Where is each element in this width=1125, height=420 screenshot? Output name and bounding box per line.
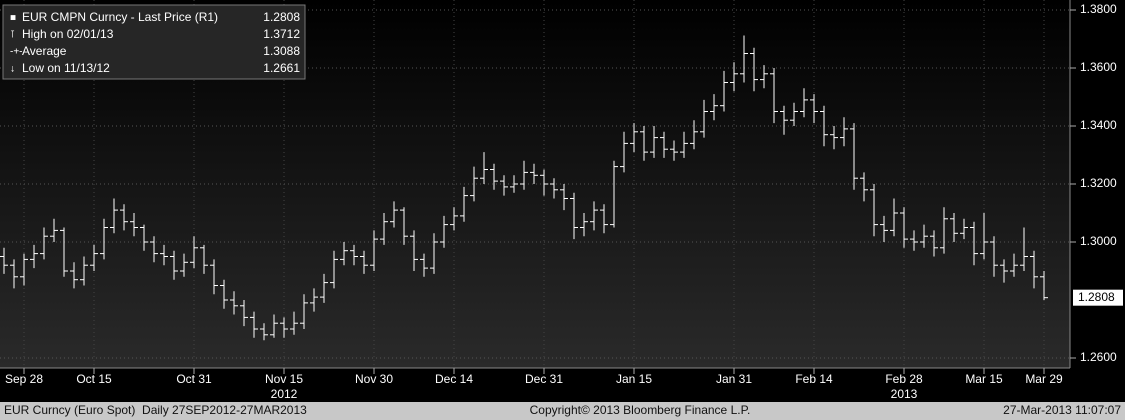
x-axis-panel (0, 368, 1125, 402)
x-tick-label: Sep 28 (5, 372, 43, 386)
x-tick-label: Mar 29 (1025, 372, 1063, 386)
legend-value: 1.2808 (263, 10, 300, 24)
x-tick-label: Oct 15 (76, 372, 112, 386)
year-label: 2013 (891, 387, 918, 401)
legend-icon: ■ (10, 13, 16, 24)
legend-icon: ⊺ (10, 30, 15, 41)
x-tick-label: Dec 31 (525, 372, 563, 386)
x-tick-label: Dec 14 (435, 372, 473, 386)
legend-box (2, 4, 306, 80)
x-tick-label: Jan 15 (616, 372, 652, 386)
legend-value: 1.3088 (263, 44, 300, 58)
x-tick-label: Mar 15 (965, 372, 1003, 386)
x-tick-label: Nov 15 (265, 372, 303, 386)
x-tick-label: Feb 14 (795, 372, 833, 386)
x-tick-label: Oct 31 (176, 372, 212, 386)
legend-label: Low on 11/13/12 (22, 61, 110, 75)
x-tick-label: Jan 31 (716, 372, 752, 386)
footer-bar (0, 402, 1125, 420)
footer-center: Copyright© 2013 Bloomberg Finance L.P. (530, 403, 751, 417)
y-tick-label: 1.3200 (1080, 176, 1117, 190)
last-price-tag (1073, 289, 1123, 306)
legend-label: Average (22, 44, 67, 58)
y-tick-label: 1.3600 (1080, 60, 1117, 74)
legend-label: EUR CMPN Curncy - Last Price (R1) (22, 10, 218, 24)
legend-value: 1.3712 (263, 27, 300, 41)
last-price-label: 1.2808 (1078, 290, 1115, 304)
footer-right: 27-Mar-2013 11:07:07 (1003, 403, 1121, 417)
y-tick-label: 1.3400 (1080, 118, 1117, 132)
footer-left: EUR Curncy (Euro Spot) Daily 27SEP2012-2… (4, 403, 307, 417)
legend-label: High on 02/01/13 (22, 27, 114, 41)
y-tick-label: 1.3000 (1080, 234, 1117, 248)
legend-icon: ↓ (10, 64, 15, 75)
y-tick-label: 1.2600 (1080, 350, 1117, 364)
legend-icon: -+- (10, 47, 23, 58)
x-tick-label: Nov 30 (355, 372, 393, 386)
y-tick-label: 1.3800 (1080, 2, 1117, 16)
axis-panel (1070, 0, 1125, 368)
x-tick-label: Feb 28 (885, 372, 923, 386)
legend-value: 1.2661 (263, 61, 300, 75)
year-label: 2012 (271, 387, 298, 401)
